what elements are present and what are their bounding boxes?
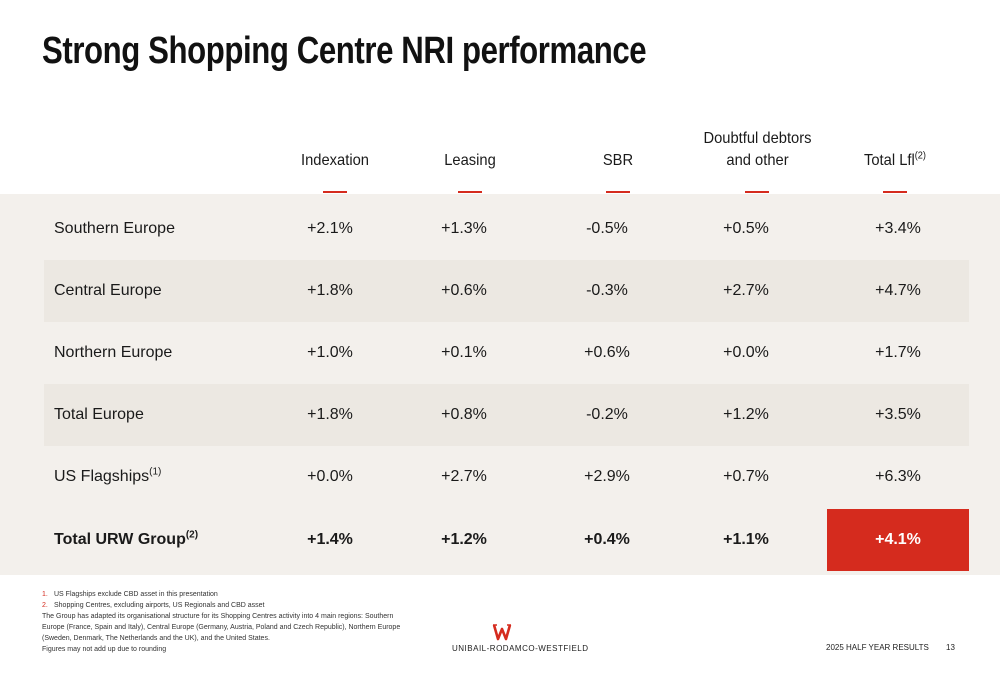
- page-number: 13: [946, 643, 955, 652]
- footnote-body: The Group has adapted its organisational…: [42, 613, 401, 642]
- column-header-line2: SBR: [602, 152, 634, 169]
- row-label: Central Europe: [54, 282, 162, 299]
- header-tick-mark: [323, 191, 347, 193]
- page-title: Strong Shopping Centre NRI performance: [42, 30, 647, 72]
- cell-indexation: +1.8%: [307, 282, 353, 299]
- table-row-us-flagships: US Flagships(1) +0.0% +2.7% +2.9% +0.7% …: [44, 446, 969, 508]
- cell-total-lfl: +3.4%: [875, 220, 921, 237]
- cell-leasing: +1.2%: [441, 531, 487, 548]
- cell-doubtful-debtors: +0.0%: [723, 344, 769, 361]
- column-header-line1: Doubtful debtors: [703, 130, 812, 147]
- cell-indexation: +1.4%: [307, 531, 353, 548]
- cell-sbr: -0.2%: [586, 406, 628, 423]
- cell-leasing: +2.7%: [441, 468, 487, 485]
- cell-sbr: -0.5%: [586, 220, 628, 237]
- row-label: Total Europe: [54, 406, 144, 423]
- cell-indexation: +1.0%: [307, 344, 353, 361]
- cell-doubtful-debtors: +0.7%: [723, 468, 769, 485]
- table-row-central-europe: Central Europe +1.8% +0.6% -0.3% +2.7% +…: [44, 260, 969, 322]
- row-label: Northern Europe: [54, 344, 173, 361]
- header-tick-mark: [606, 191, 630, 193]
- footnote-2: 2. Shopping Centres, excluding airports, …: [42, 602, 265, 609]
- cell-indexation: +1.8%: [307, 406, 353, 423]
- column-header-leasing: Leasing: [419, 112, 520, 172]
- cell-total-lfl: +3.5%: [875, 406, 921, 423]
- header-tick-mark: [458, 191, 482, 193]
- column-header-doubtful-debtors: Doubtful debtors and other: [695, 112, 819, 172]
- cell-sbr: -0.3%: [586, 282, 628, 299]
- cell-doubtful-debtors: +1.2%: [723, 406, 769, 423]
- column-header-line2: Leasing: [444, 152, 496, 169]
- column-header-line2: Indexation: [301, 152, 369, 169]
- cell-indexation: +2.1%: [307, 220, 353, 237]
- header-tick-mark: [745, 191, 769, 193]
- row-label: US Flagships(1): [54, 466, 162, 485]
- cell-leasing: +0.1%: [441, 344, 487, 361]
- cell-doubtful-debtors: +1.1%: [723, 531, 769, 548]
- column-header-sbr: SBR: [567, 112, 668, 172]
- cell-doubtful-debtors: +2.7%: [723, 282, 769, 299]
- cell-total-lfl: +4.1%: [875, 531, 921, 548]
- w-logo-icon: [492, 624, 512, 641]
- company-logo: UNIBAIL-RODAMCO-WESTFIELD: [452, 622, 589, 653]
- column-header-indexation: Indexation: [284, 112, 385, 172]
- cell-doubtful-debtors: +0.5%: [723, 220, 769, 237]
- cell-leasing: +0.8%: [441, 406, 487, 423]
- cell-leasing: +1.3%: [441, 220, 487, 237]
- cell-total-lfl: +1.7%: [875, 344, 921, 361]
- footer-label: 2025 HALF YEAR RESULTS: [826, 643, 929, 652]
- footnote-1: 1. US Flagships exclude CBD asset in this…: [42, 591, 218, 598]
- logo-wordmark: UNIBAIL-RODAMCO-WESTFIELD: [452, 644, 589, 653]
- footnotes: 1. US Flagships exclude CBD asset in this…: [42, 589, 412, 655]
- column-header-sup: (2): [914, 150, 926, 162]
- cell-leasing: +0.6%: [441, 282, 487, 299]
- table-row-northern-europe: Northern Europe +1.0% +0.1% +0.6% +0.0% …: [44, 322, 969, 384]
- cell-sbr: +2.9%: [584, 468, 630, 485]
- table-row-southern-europe: Southern Europe +2.1% +1.3% -0.5% +0.5% …: [44, 198, 969, 260]
- row-label: Southern Europe: [54, 220, 175, 237]
- header-tick-mark: [883, 191, 907, 193]
- cell-sbr: +0.4%: [584, 531, 630, 548]
- cell-total-lfl: +4.7%: [875, 282, 921, 299]
- cell-indexation: +0.0%: [307, 468, 353, 485]
- table-row-total-europe: Total Europe +1.8% +0.8% -0.2% +1.2% +3.…: [44, 384, 969, 446]
- cell-total-lfl: +6.3%: [875, 468, 921, 485]
- cell-sbr: +0.6%: [584, 344, 630, 361]
- footnote-rounding: Figures may not add up due to rounding: [42, 646, 167, 653]
- row-label: Total URW Group(2): [54, 529, 199, 548]
- table-row-total-urw-group: Total URW Group(2) +1.4% +1.2% +0.4% +1.…: [44, 509, 969, 571]
- column-header-total-lfl: Total Lfl(2): [844, 112, 945, 172]
- total-highlight: [827, 509, 969, 571]
- column-header-line2: and other: [726, 152, 789, 169]
- column-header-line2: Total Lfl: [864, 152, 915, 169]
